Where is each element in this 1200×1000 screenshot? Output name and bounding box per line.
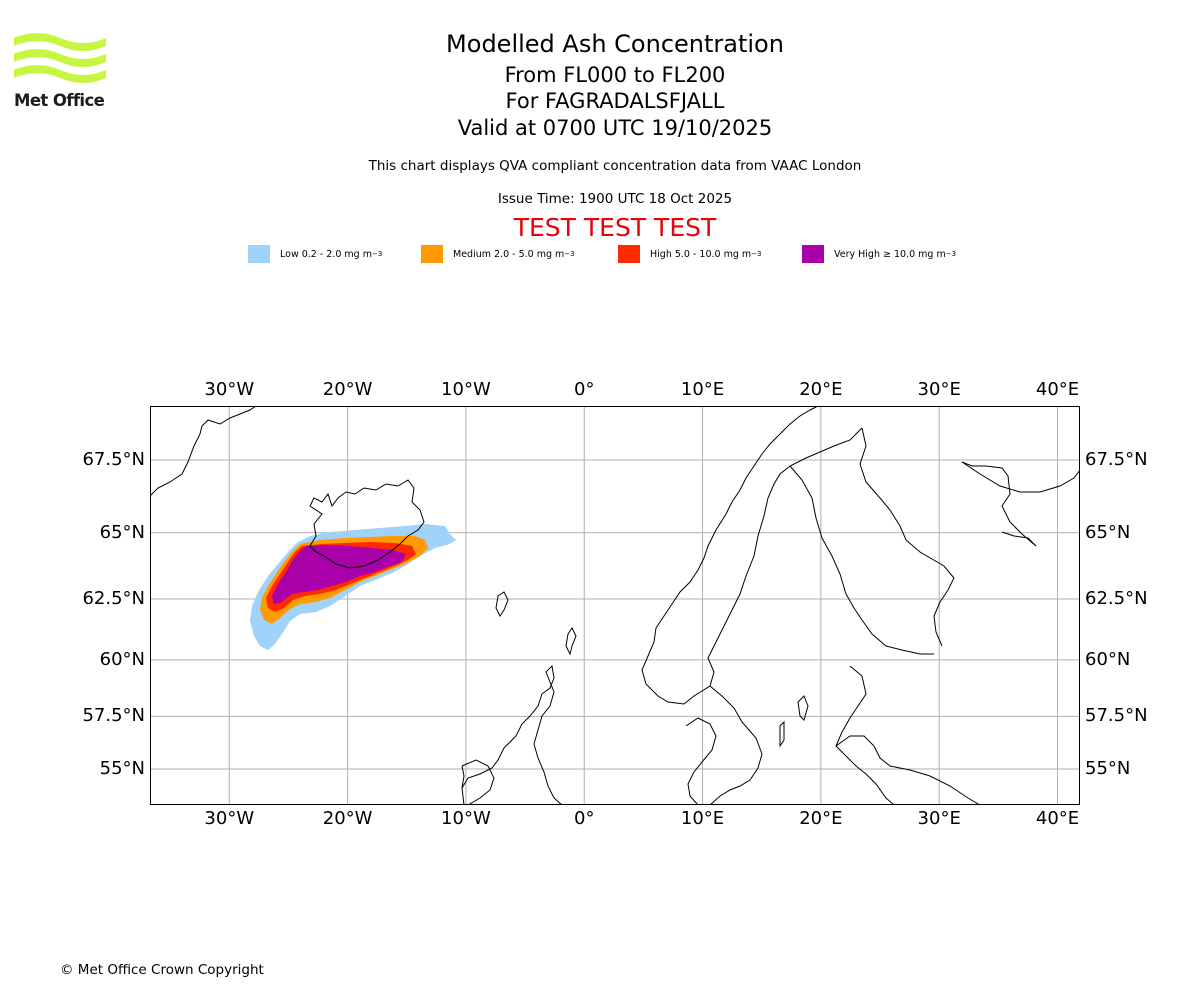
legend-label-high: High 5.0 - 10.0 mg m [650, 248, 752, 260]
legend-item-low: Low 0.2 - 2.0 mg m −3 [248, 244, 382, 264]
lat-tick-label-right: 57.5°N [1085, 705, 1148, 727]
legend-item-medium: Medium 2.0 - 5.0 mg m −3 [421, 244, 575, 264]
legend-unit-very-high: −3 [945, 250, 957, 258]
kola-coast [961, 461, 1080, 493]
volcano-name: For FAGRADALSFJALL [505, 89, 725, 113]
shetland-coast [565, 627, 577, 656]
ireland-coast [461, 759, 495, 805]
lon-tick-label-top: 10°W [441, 379, 491, 400]
ash-very-high-area [272, 545, 406, 604]
lon-tick-label-top: 20°W [322, 379, 373, 400]
chart-subtitle: This chart displays QVA compliant concen… [368, 158, 862, 174]
lon-tick-label-bottom: 30°W [204, 808, 255, 829]
legend-label-very-high: Very High ≥ 10.0 mg m [834, 248, 946, 260]
legend-unit-high: −3 [751, 250, 762, 258]
map-frame [150, 406, 1080, 805]
met-office-logo [14, 30, 106, 90]
lat-tick-label-right: 55°N [1085, 758, 1131, 780]
denmark-coast [685, 717, 717, 805]
lon-tick-label-bottom: 40°E [1035, 808, 1080, 829]
norway-coast [641, 406, 819, 697]
legend-item-very-high: Very High ≥ 10.0 mg m −3 [802, 244, 956, 264]
lat-tick-label-left: 67.5°N [82, 448, 145, 470]
valid-time: Valid at 0700 UTC 19/10/2025 [457, 116, 773, 140]
legend-item-high: High 5.0 - 10.0 mg m −3 [618, 244, 762, 264]
white-sea-coast [961, 461, 1037, 547]
lon-tick-label-bottom: 0° [574, 808, 595, 829]
legend-swatch-low [248, 245, 270, 263]
legend-unit-medium: −3 [564, 250, 575, 258]
iceland-coast [309, 479, 425, 569]
lat-tick-label-left: 62.5°N [82, 587, 145, 609]
sweden-border [657, 427, 863, 705]
coastlines [150, 406, 1080, 805]
lat-tick-label-left: 60°N [99, 648, 145, 670]
lat-tick-label-right: 60°N [1085, 648, 1131, 670]
lat-tick-label-right: 65°N [1085, 521, 1131, 543]
faroes-coast [495, 591, 509, 617]
finland-russia-border [859, 427, 955, 647]
legend-swatch-high [618, 245, 640, 263]
legend-swatch-medium [421, 245, 443, 263]
legend-unit-low: −3 [372, 250, 383, 258]
lat-tick-label-left: 57.5°N [82, 705, 145, 727]
legend-label-low: Low 0.2 - 2.0 mg m [280, 248, 372, 260]
lon-tick-label-bottom: 10°W [441, 808, 491, 829]
gulf-of-riga [835, 735, 981, 805]
lon-tick-label-top: 40°E [1035, 379, 1080, 400]
flight-level-range: From FL000 to FL200 [504, 63, 726, 87]
lat-tick-label-right: 67.5°N [1085, 448, 1148, 470]
lat-tick-label-right: 62.5°N [1085, 587, 1148, 609]
lon-tick-label-top: 30°W [204, 379, 255, 400]
met-office-waves-icon [14, 33, 106, 83]
legend-swatch-very-high [802, 245, 824, 263]
ash-plume [250, 524, 456, 650]
lon-tick-label-bottom: 30°E [917, 808, 961, 829]
greenland-coast [150, 406, 257, 497]
logo-text: Met Office [14, 91, 105, 110]
test-banner: TEST TEST TEST [513, 213, 717, 242]
scotland-east-coast [533, 671, 563, 805]
lon-tick-label-bottom: 10°E [680, 808, 725, 829]
gotland [797, 695, 809, 721]
lon-tick-label-bottom: 20°W [322, 808, 373, 829]
lat-tick-label-left: 65°N [99, 521, 145, 543]
lon-tick-label-top: 30°E [917, 379, 961, 400]
scotland-coast [461, 664, 555, 805]
oland [779, 720, 785, 748]
lon-tick-label-top: 10°E [680, 379, 725, 400]
finland-coast [789, 465, 934, 655]
issue-time: Issue Time: 1900 UTC 18 Oct 2025 [497, 191, 733, 207]
legend-label-medium: Medium 2.0 - 5.0 mg m [453, 248, 565, 260]
lon-tick-label-top: 0° [574, 379, 595, 400]
lon-tick-label-top: 20°E [799, 379, 843, 400]
graticule [150, 406, 1080, 805]
chart-title: Modelled Ash Concentration [446, 30, 784, 58]
lon-tick-label-bottom: 20°E [799, 808, 843, 829]
sweden-east-coast [709, 685, 763, 805]
lat-tick-label-left: 55°N [99, 758, 145, 780]
ash-concentration-map [150, 406, 1080, 805]
copyright: © Met Office Crown Copyright [60, 962, 264, 978]
